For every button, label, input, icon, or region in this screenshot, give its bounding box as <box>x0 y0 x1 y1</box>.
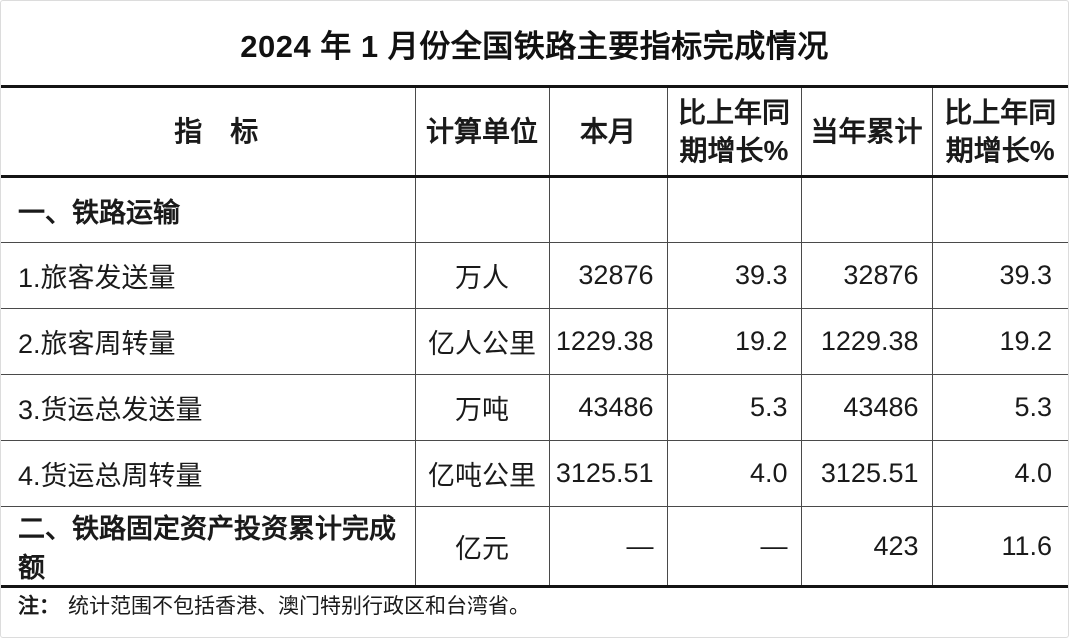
cell-month-growth: 19.2 <box>666 308 801 375</box>
stats-table: 指 标 计算单位 本月 比上年同 期增长% 当年累计 比上年同 期增长% 一、铁… <box>1 85 1068 588</box>
footnote: 注： 统计范围不包括香港、澳门特别行政区和台湾省。 <box>1 573 1068 637</box>
cell-unit: 万人 <box>414 242 549 309</box>
cell-current-month: — <box>548 506 667 587</box>
cell-unit: 亿人公里 <box>414 308 549 375</box>
header-cumulative-growth: 比上年同 期增长% <box>931 86 1068 178</box>
cell-year-cumulative: 3125.51 <box>800 440 932 507</box>
cell-month-growth <box>666 176 801 243</box>
cell-current-month: 32876 <box>548 242 667 309</box>
cell-unit: 万吨 <box>414 374 549 441</box>
cell-indicator: 一、铁路运输 <box>18 197 180 228</box>
cell-cumulative-growth: 39.3 <box>931 242 1068 309</box>
header-unit: 计算单位 <box>414 86 549 178</box>
table-row: 1.旅客发送量 万人 32876 39.3 32876 39.3 <box>1 242 1068 309</box>
footnote-text: 统计范围不包括香港、澳门特别行政区和台湾省。 <box>68 595 530 618</box>
cell-unit: 亿吨公里 <box>414 440 549 507</box>
cell-unit <box>414 176 549 243</box>
cell-year-cumulative: 43486 <box>800 374 932 441</box>
cell-indicator: 3.货运总发送量 <box>1 374 415 441</box>
header-month-growth: 比上年同 期增长% <box>666 86 801 178</box>
cell-indicator: 4.货运总周转量 <box>1 440 415 507</box>
cell-unit: 亿元 <box>414 506 549 587</box>
table-row: 二、铁路固定资产投资累计完成额 亿元 — —423 11.6 <box>1 506 1068 587</box>
cell-current-month: 3125.51 <box>548 440 667 507</box>
cell-current-month: 1229.38 <box>548 308 667 375</box>
cell-current-month <box>548 176 667 243</box>
table-row: 3.货运总发送量 万吨 43486 5.3 43486 5.3 <box>1 374 1068 441</box>
cell-cumulative-growth: 4.0 <box>931 440 1068 507</box>
header-indicator: 指 标 <box>1 86 415 178</box>
table-row: 4.货运总周转量 亿吨公里 3125.51 4.0 3125.51 4.0 <box>1 440 1068 507</box>
cell-month-growth: — <box>666 506 801 587</box>
cell-cumulative-growth: 5.3 <box>931 374 1068 441</box>
table-row: 一、铁路运输 <box>1 176 1068 243</box>
header-row: 指 标 计算单位 本月 比上年同 期增长% 当年累计 比上年同 期增长% <box>1 86 1068 178</box>
cell-month-growth: 4.0 <box>666 440 801 507</box>
cell-current-month: 43486 <box>548 374 667 441</box>
cell-month-growth: 39.3 <box>666 242 801 309</box>
cell-cumulative-growth <box>931 176 1068 243</box>
cell-year-cumulative <box>800 176 932 243</box>
cell-year-cumulative: 32876 <box>800 242 932 309</box>
cell-year-cumulative: 1229.38 <box>800 308 932 375</box>
table-body: 一、铁路运输 1.旅客发送量 万人 32876 39.3 32876 39.3 2.旅客周转量… <box>1 176 1068 587</box>
cell-cumulative-growth: 11.6 <box>931 506 1068 587</box>
header-current-month: 本月 <box>548 86 667 178</box>
table-row: 2.旅客周转量 亿人公里 1229.38 19.2 1229.38 19.2 <box>1 308 1068 375</box>
footnote-prefix: 注： <box>18 595 60 618</box>
cell-indicator: 二、铁路固定资产投资累计完成额 <box>1 506 415 587</box>
cell-month-growth: 5.3 <box>666 374 801 441</box>
cell-indicator: 1.旅客发送量 <box>1 242 415 309</box>
page-title: 2024 年 1 月份全国铁路主要指标完成情况 <box>240 28 829 64</box>
cell-indicator: 2.旅客周转量 <box>1 308 415 375</box>
cell-year-cumulative: 423 <box>800 506 932 587</box>
cell-cumulative-growth: 19.2 <box>931 308 1068 375</box>
header-year-cumulative: 当年累计 <box>800 86 932 178</box>
